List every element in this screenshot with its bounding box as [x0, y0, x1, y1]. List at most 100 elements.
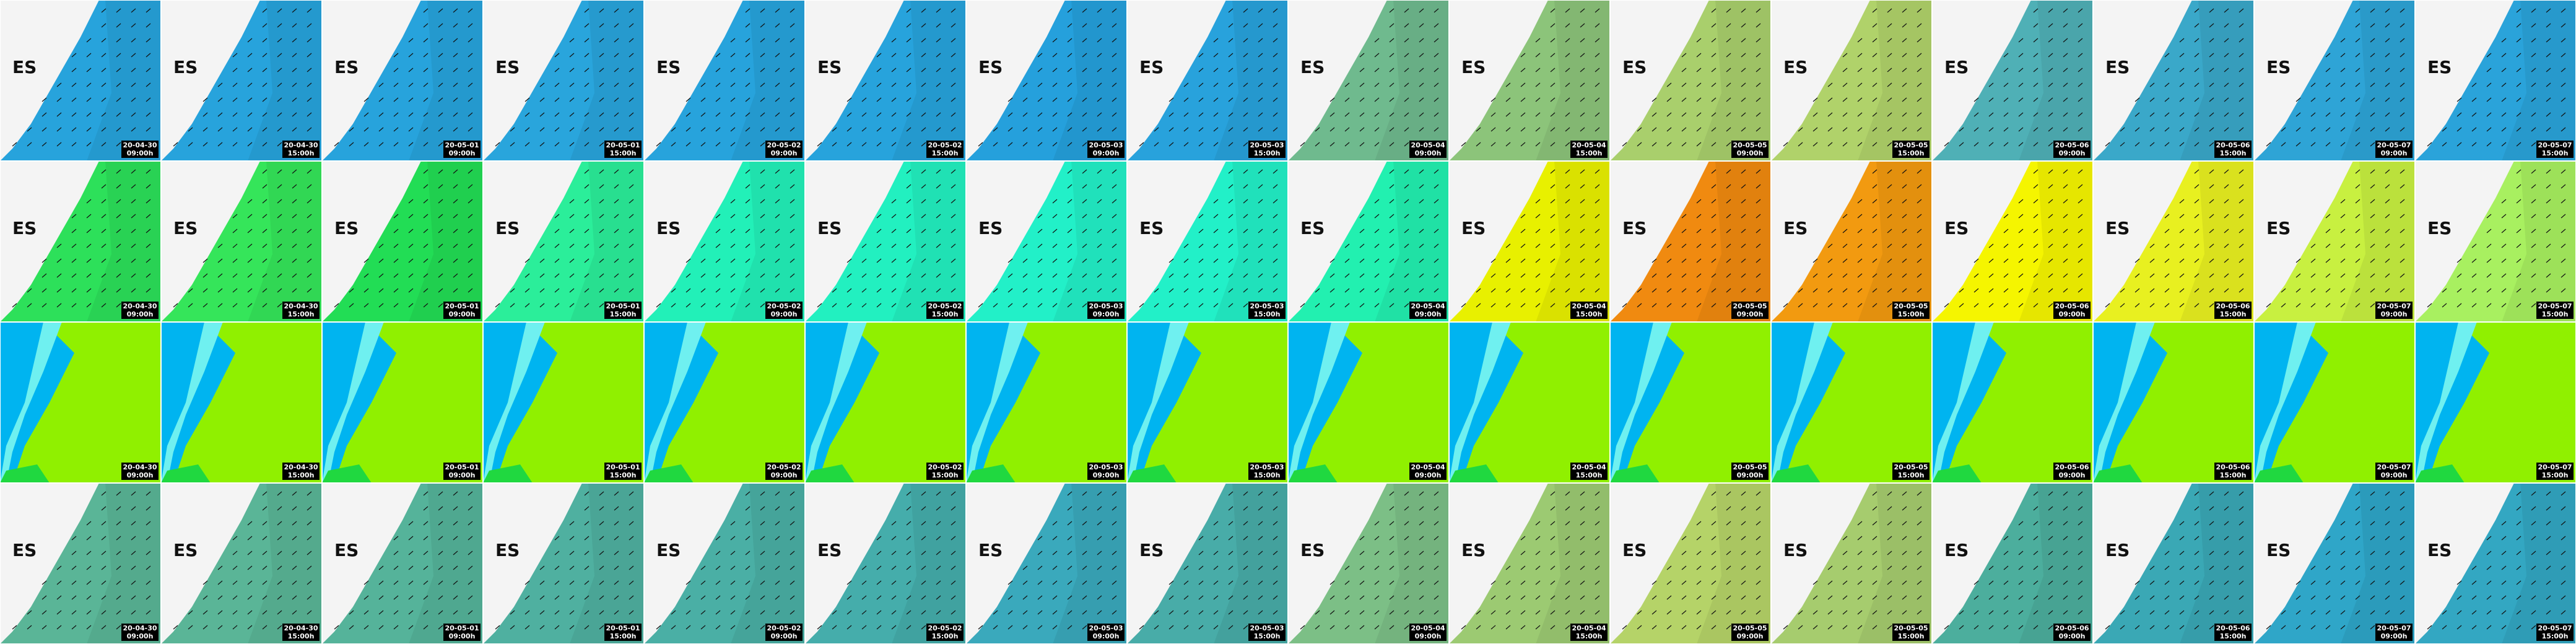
wind-arrow [745, 506, 751, 511]
wind-arrow [2325, 565, 2331, 570]
wind-arrow [2105, 303, 2110, 308]
wind-arrow [1887, 625, 1892, 630]
wind-arrow [1082, 53, 1087, 58]
wind-arrow [1741, 38, 1746, 43]
wind-arrow [2486, 82, 2492, 87]
sea-band [2019, 483, 2093, 644]
land [2266, 322, 2415, 483]
wind-arrow [1726, 184, 1731, 189]
wind-arrow [2033, 228, 2039, 233]
wind-arrow [2105, 625, 2110, 630]
wind-arrow [730, 199, 736, 204]
wind-arrow [101, 565, 107, 570]
wind-arrow [2239, 112, 2244, 117]
coast-band [1288, 322, 1350, 483]
wind-arrow [1329, 303, 1335, 308]
wind-arrow [2355, 38, 2361, 43]
wind-arrow [1389, 625, 1395, 630]
wind-arrow [1097, 228, 1102, 233]
wind-arrow [1812, 127, 1818, 132]
wind-arrow [1973, 595, 1979, 600]
wind-arrow [292, 8, 297, 13]
wind-arrow [2033, 8, 2039, 13]
wind-arrow [1112, 23, 1117, 28]
wind-arrow [1419, 580, 1424, 585]
wind-arrow [277, 38, 282, 43]
wind-arrow [876, 243, 882, 248]
wind-arrow [2516, 23, 2522, 28]
wind-arrow [1681, 243, 1687, 248]
wind-arrow [775, 199, 780, 204]
wind-arrow [101, 595, 107, 600]
wind-arrow [2239, 258, 2244, 263]
bay [2254, 464, 2304, 483]
wind-arrow [1756, 127, 1761, 132]
wind-arrow [2209, 521, 2214, 526]
wind-arrow [2501, 228, 2507, 233]
wind-arrow [2546, 23, 2551, 28]
date-box [282, 624, 320, 641]
region-label: ES [173, 218, 198, 238]
wind-arrow [116, 214, 121, 219]
wind-arrow [2516, 184, 2522, 189]
wind-arrow [56, 127, 62, 132]
wind-arrow [1097, 506, 1102, 511]
date-box [2375, 141, 2413, 158]
wind-arrow [1872, 67, 1878, 72]
wind-arrow [2209, 228, 2214, 233]
wind-arrow [790, 273, 795, 278]
wind-arrow [2224, 595, 2229, 600]
wind-arrow [2400, 565, 2405, 570]
wind-arrow [393, 625, 399, 630]
wind-arrow [423, 610, 429, 615]
wind-arrow [292, 53, 297, 58]
wind-arrow [232, 258, 238, 263]
land [1461, 322, 1610, 483]
wind-arrow [790, 550, 795, 555]
wind-arrow [1228, 97, 1234, 102]
wind-arrow [539, 243, 545, 248]
wind-arrow [2194, 214, 2200, 219]
wind-arrow [1872, 506, 1878, 511]
wind-arrow [936, 8, 941, 13]
wind-arrow [1565, 610, 1570, 615]
wind-arrow [1726, 521, 1731, 526]
wind-arrow [1756, 550, 1761, 555]
wind-arrow [1565, 127, 1570, 132]
wind-arrow [1580, 38, 1585, 43]
wind-arrow [71, 82, 77, 87]
wind-arrow [438, 184, 443, 189]
frame-time: 15:00h [610, 310, 637, 318]
wind-arrow [232, 550, 238, 555]
wind-arrow [1565, 214, 1570, 219]
wind-arrow [1711, 199, 1717, 204]
wind-arrow [700, 273, 706, 278]
wind-arrow [146, 199, 151, 204]
wind-arrow [2561, 23, 2566, 28]
wind-arrow [277, 112, 282, 117]
wind-arrow [2224, 506, 2229, 511]
wind-arrow [1827, 565, 1833, 570]
wind-arrow [1550, 38, 1556, 43]
wind-arrow [2179, 228, 2185, 233]
wind-arrow [2355, 199, 2361, 204]
wind-arrow [468, 273, 473, 278]
wind-arrow [891, 521, 897, 526]
wind-arrow [307, 491, 312, 496]
frame-time: 09:00h [1415, 149, 1442, 157]
wind-arrow [891, 625, 897, 630]
wind-arrow [1404, 273, 1409, 278]
wind-arrow [1404, 580, 1409, 585]
wind-arrow [2486, 67, 2492, 72]
wind-arrow [2209, 610, 2214, 615]
wind-arrow [2501, 97, 2507, 102]
wind-arrow [2003, 67, 2009, 72]
wind-arrow [599, 491, 604, 496]
wind-arrow [1595, 565, 1600, 570]
frame-date: 20-05-01 [606, 463, 640, 471]
wind-arrow [1756, 67, 1761, 72]
wind-arrow [1535, 580, 1541, 585]
land [1771, 161, 1870, 322]
wind-arrow [2179, 127, 2185, 132]
